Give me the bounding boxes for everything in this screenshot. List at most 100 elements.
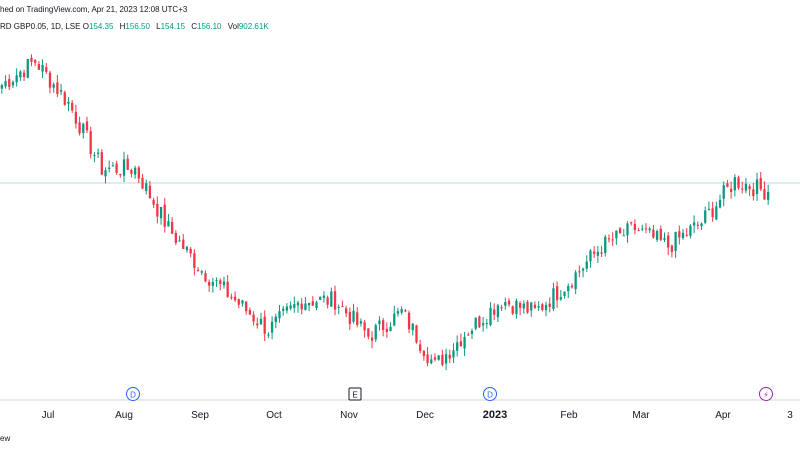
candle: [722, 181, 725, 207]
candle: [422, 350, 426, 361]
candle: [270, 316, 274, 340]
candle: [622, 229, 625, 237]
candle: [193, 249, 196, 276]
ohlc-value-vol: 902.61K: [238, 22, 269, 31]
candle: [515, 298, 518, 319]
candle: [374, 323, 377, 343]
candle: [211, 277, 215, 293]
candle: [493, 303, 496, 320]
candle: [715, 201, 718, 221]
ohlc-value-l: 154.15: [160, 22, 186, 31]
ohlc-value-c: 156.10: [197, 22, 222, 31]
candle: [441, 349, 444, 367]
candle: [496, 303, 500, 322]
candle: [233, 291, 237, 302]
candle: [563, 291, 566, 299]
candle: [122, 151, 126, 183]
candle: [256, 317, 259, 329]
candle: [307, 302, 311, 312]
candle: [533, 301, 537, 309]
candle: [389, 322, 392, 332]
candle: [93, 152, 96, 163]
x-tick-label: Feb: [560, 410, 578, 421]
candle: [607, 234, 611, 243]
candle: [52, 82, 55, 93]
candle: [570, 283, 574, 289]
candle: [252, 311, 255, 326]
event-markers: D E D ⚡: [126, 387, 773, 401]
candle: [511, 305, 514, 316]
candle: [274, 313, 277, 329]
candle: [341, 300, 344, 308]
candle: [593, 246, 596, 259]
candle: [259, 312, 263, 325]
candle: [559, 289, 562, 301]
candle: [459, 333, 463, 347]
candle: [48, 70, 52, 94]
candle: [478, 315, 481, 329]
candle: [755, 172, 759, 201]
candle: [30, 54, 33, 67]
candle: [82, 122, 85, 139]
candle: [681, 228, 685, 240]
candle: [267, 332, 270, 339]
candle: [204, 270, 207, 283]
candle: [737, 175, 740, 190]
candle: [59, 84, 63, 96]
candle: [185, 245, 189, 253]
candle: [289, 301, 292, 311]
ohlc-key-vol: Vol: [225, 22, 239, 31]
candle: [15, 68, 18, 87]
candle: [652, 224, 655, 239]
candle: [45, 62, 48, 75]
event-marker[interactable]: D: [126, 387, 140, 401]
x-tick-label: Oct: [266, 410, 282, 421]
ohlc-key-h: H: [117, 22, 126, 31]
candle: [696, 221, 699, 230]
event-marker[interactable]: ⚡: [759, 387, 773, 401]
candle: [741, 181, 744, 194]
candle: [189, 246, 192, 258]
candle: [245, 301, 248, 315]
candle: [548, 297, 551, 313]
candle: [230, 293, 233, 300]
candle: [108, 160, 111, 173]
candle: [348, 307, 351, 331]
candle: [530, 301, 533, 317]
candle: [630, 221, 633, 226]
chart-header: hed on TradingView.com, Apr 21, 2023 12:…: [0, 0, 800, 36]
candle: [8, 74, 11, 91]
candle: [78, 116, 81, 136]
candle: [300, 298, 303, 315]
candle: [133, 165, 137, 179]
candle: [282, 305, 285, 316]
candle: [378, 316, 381, 331]
ohlc-key-l: L: [153, 22, 161, 31]
candle: [767, 184, 770, 205]
candle: [541, 302, 544, 312]
candle: [452, 343, 455, 364]
candle: [337, 304, 340, 315]
candle: [700, 222, 703, 230]
published-note: hed on TradingView.com, Apr 21, 2023 12:…: [0, 5, 188, 14]
candle: [367, 328, 370, 340]
candle: [333, 285, 337, 316]
candle: [604, 234, 607, 257]
candle: [96, 148, 100, 159]
event-marker[interactable]: E: [348, 387, 362, 401]
candle: [304, 297, 307, 311]
candle: [174, 230, 177, 246]
candle: [241, 299, 244, 307]
candle: [718, 194, 722, 209]
event-marker[interactable]: D: [483, 387, 497, 401]
candle: [311, 296, 314, 306]
candle: [555, 281, 559, 308]
candle: [518, 301, 522, 316]
candle: [115, 160, 118, 175]
candle: [152, 197, 155, 209]
candle: [618, 226, 622, 234]
x-tick-label: 2023: [483, 409, 507, 421]
candle: [400, 306, 403, 315]
candle: [156, 196, 159, 224]
